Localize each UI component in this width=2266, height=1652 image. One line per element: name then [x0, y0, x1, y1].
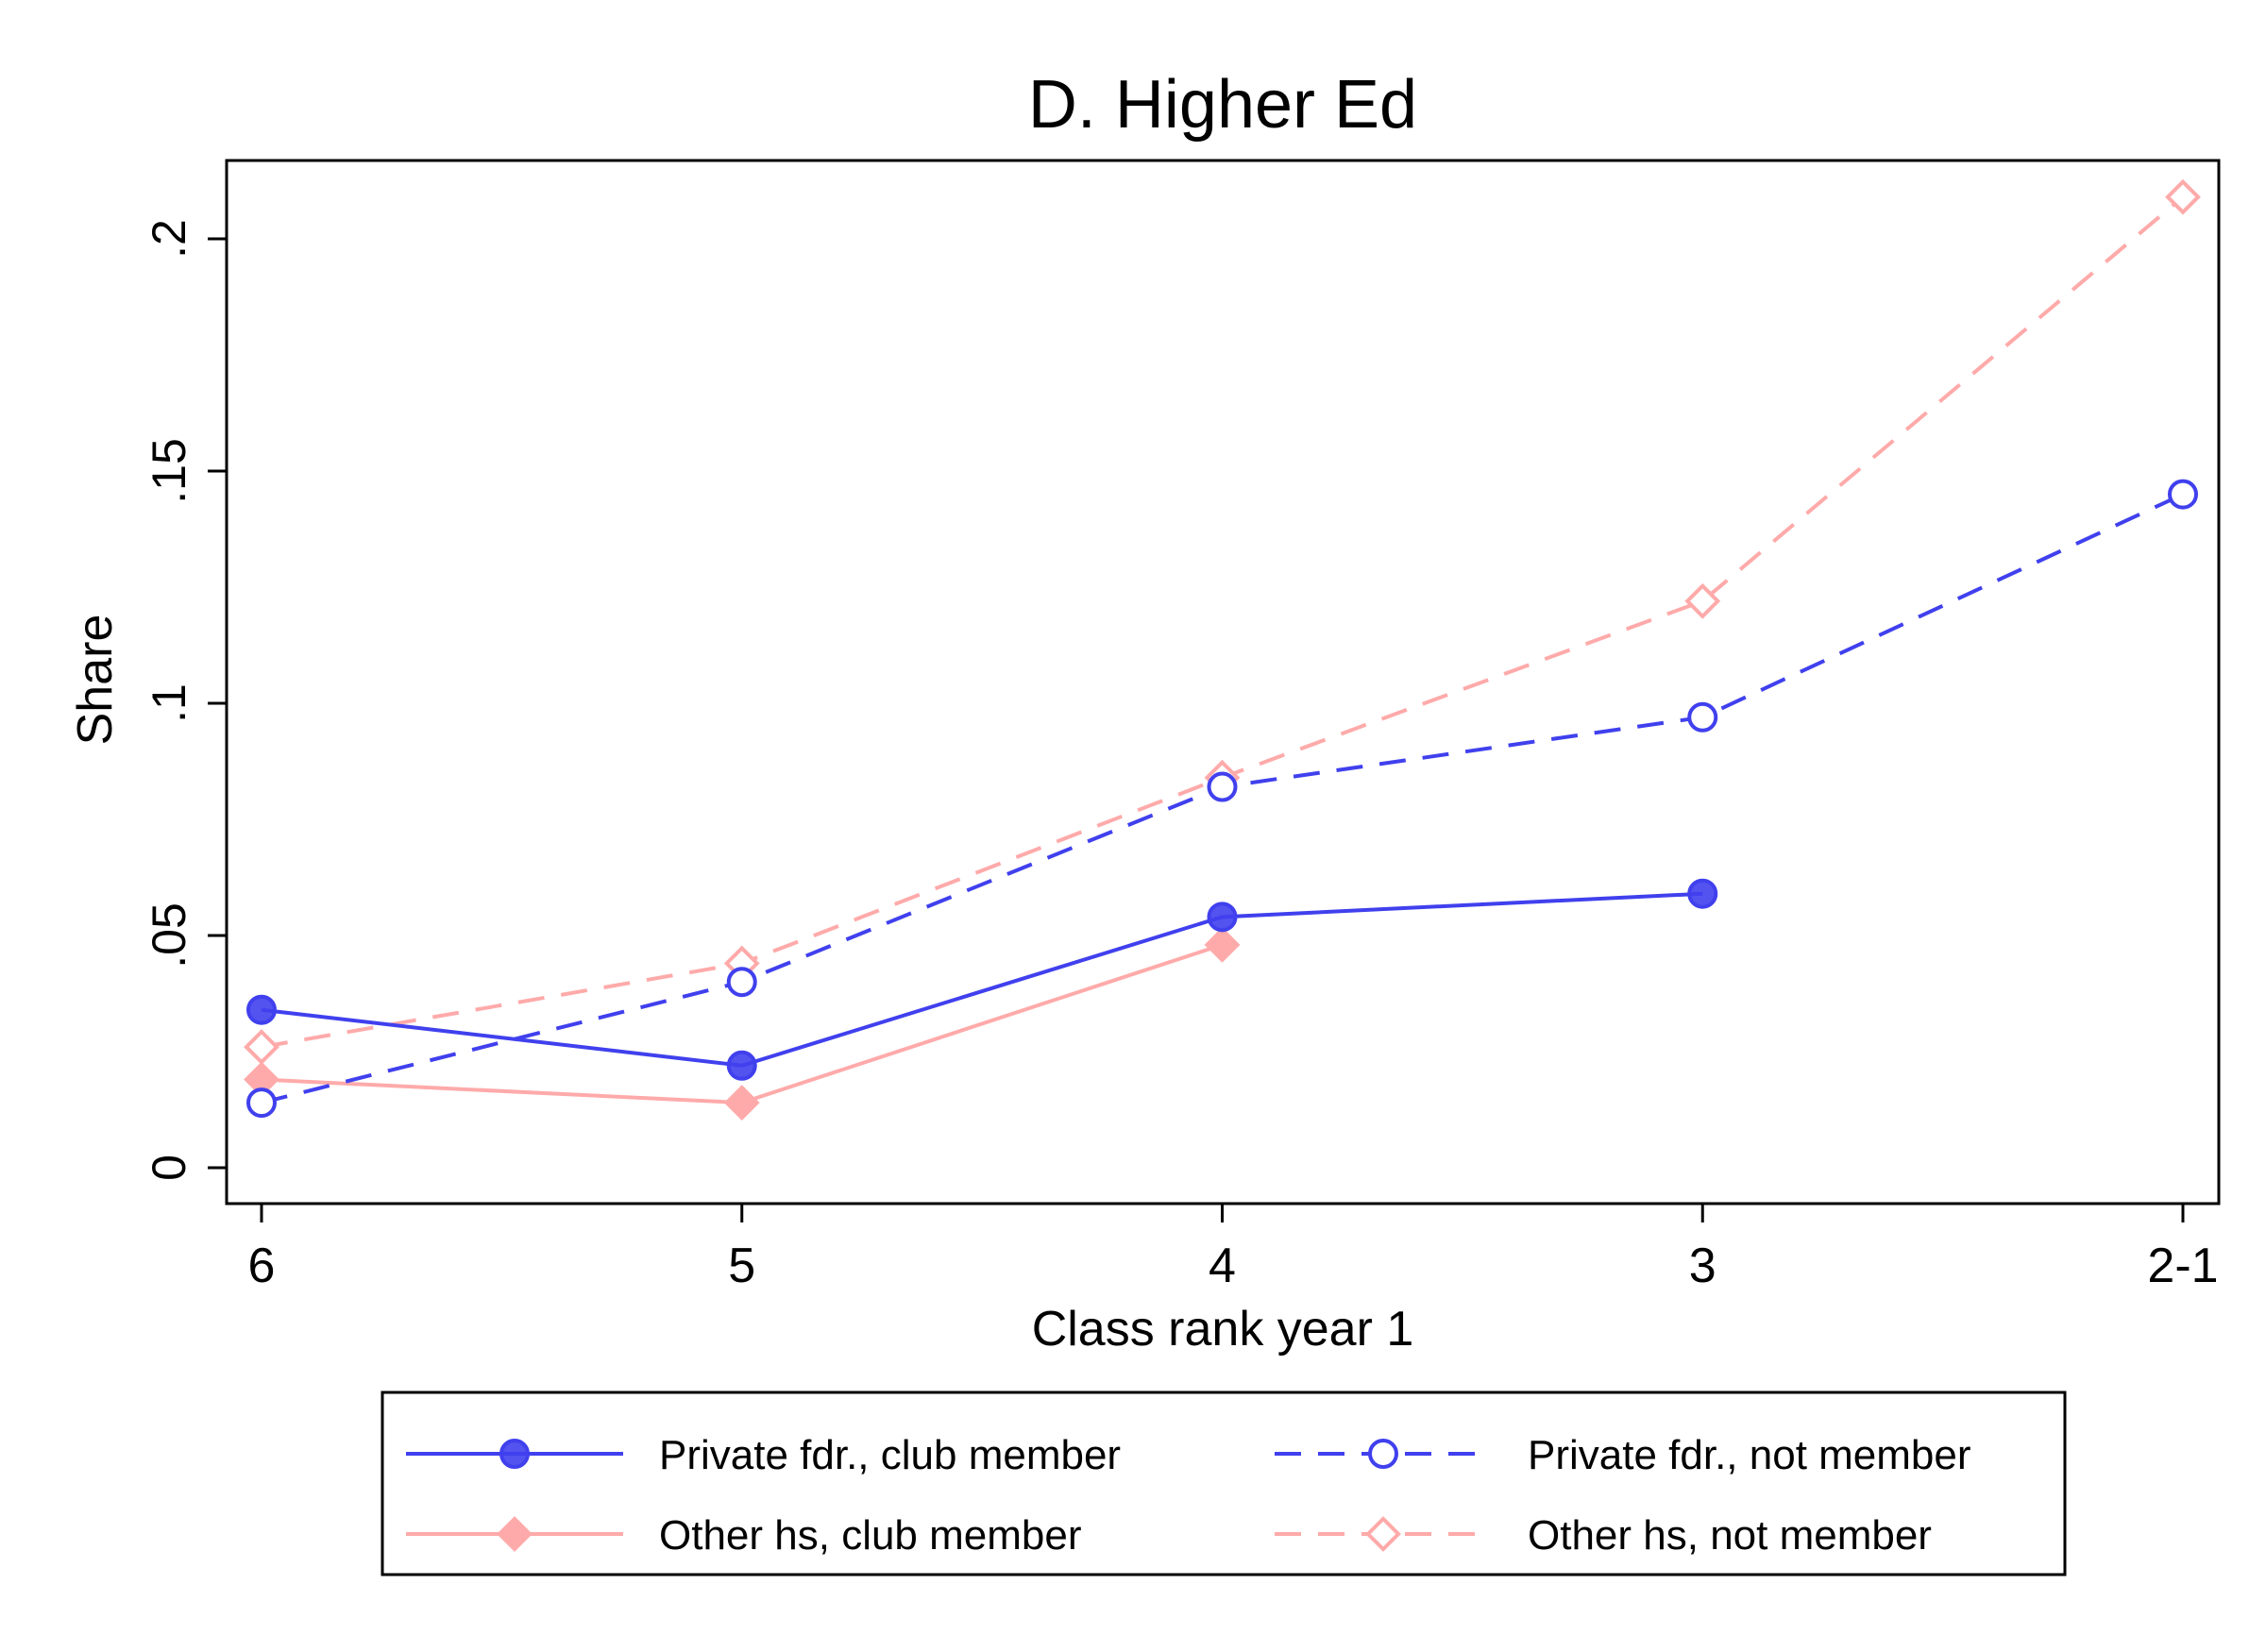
data-point-private-fdr-not-member: [726, 967, 757, 998]
data-point-private-fdr-club-member: [726, 1050, 757, 1081]
chart-title: D. Higher Ed: [1028, 67, 1417, 143]
data-point-private-fdr-club-member: [246, 994, 277, 1025]
x-axis-label: Class rank year 1: [1032, 1302, 1414, 1357]
y-tick-label: .1: [143, 683, 195, 723]
data-point-private-fdr-not-member: [2168, 479, 2198, 510]
legend-item: Private fdr., not member: [1275, 1432, 1971, 1478]
data-point-private-fdr-not-member: [1207, 771, 1238, 802]
data-point-private-fdr-not-member: [246, 1087, 277, 1119]
series-layer: [244, 178, 2201, 1121]
y-tick-label: .2: [143, 219, 195, 259]
data-point-other-hs-not-member: [244, 1029, 279, 1066]
series-private-fdr-not-member: [246, 479, 2198, 1119]
legend-item: Other hs, club member: [406, 1512, 1082, 1559]
legend-frame: [380, 1391, 2067, 1576]
y-tick-label: 0: [143, 1155, 195, 1181]
x-axis: 6 5 4 3 2-1: [248, 1204, 2219, 1293]
data-point-other-hs-club-member: [1204, 926, 1241, 963]
x-tick-label: 3: [1689, 1239, 1716, 1293]
x-tick-label: 4: [1209, 1239, 1236, 1293]
data-point-other-hs-not-member: [1684, 582, 1721, 619]
y-tick-label: .15: [143, 438, 195, 504]
series-line-private-fdr-club-member: [261, 891, 1703, 1068]
legend-label: Other hs, not member: [1528, 1512, 1932, 1559]
series-other-hs-club-member: [244, 926, 1241, 1121]
x-tick-label: 6: [248, 1239, 276, 1293]
legend-item: Other hs, not member: [1275, 1512, 1932, 1559]
legend-marker: [1365, 1516, 1401, 1552]
legend-marker: [497, 1516, 533, 1552]
data-point-other-hs-not-member: [2165, 178, 2201, 215]
legend-label: Private fdr., club member: [659, 1432, 1121, 1478]
legend: Private fdr., club member Private fdr., n…: [406, 1432, 1971, 1559]
legend-marker: [499, 1439, 530, 1469]
legend-label: Private fdr., not member: [1528, 1432, 1971, 1478]
data-point-other-hs-club-member: [723, 1085, 760, 1121]
y-tick-label: .05: [143, 902, 195, 969]
series-private-fdr-club-member: [246, 878, 1718, 1081]
legend-label: Other hs, club member: [659, 1512, 1082, 1559]
data-point-private-fdr-not-member: [1687, 701, 1718, 733]
y-axis: 0 .05 .1 .15 .2: [143, 219, 227, 1181]
data-point-private-fdr-club-member: [1207, 902, 1238, 933]
data-point-private-fdr-club-member: [1687, 878, 1718, 909]
legend-item: Private fdr., club member: [406, 1432, 1121, 1478]
x-tick-label: 5: [728, 1239, 755, 1293]
y-axis-label: Share: [68, 615, 123, 746]
legend-marker: [1368, 1439, 1398, 1469]
x-tick-label: 2-1: [2147, 1239, 2218, 1293]
plot-frame: [225, 159, 2221, 1205]
